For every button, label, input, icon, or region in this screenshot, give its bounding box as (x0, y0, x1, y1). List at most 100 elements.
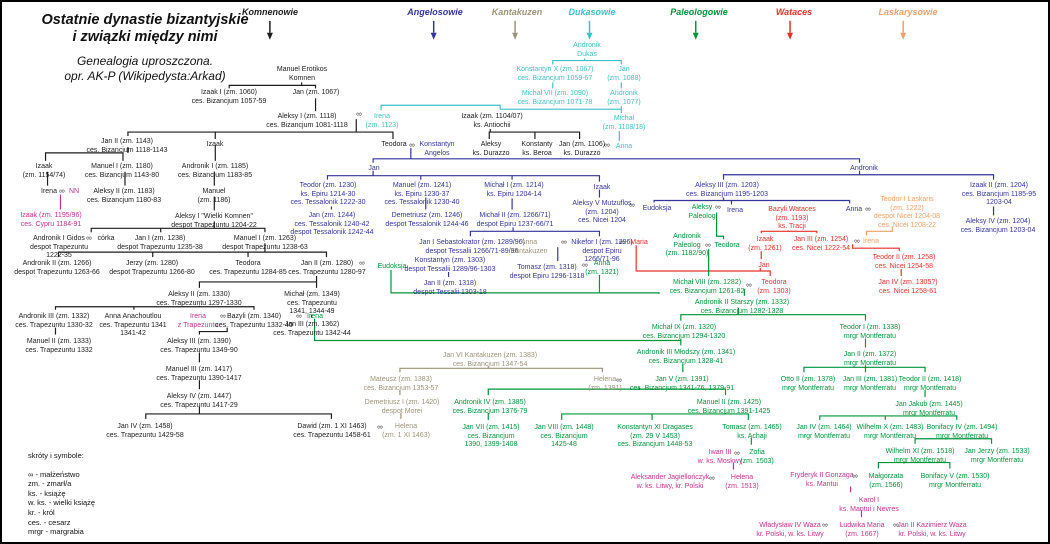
person-node: Andronik II Starszy (zm. 1332) ces. Bizan… (694, 299, 790, 315)
marriage-symbol: ∞ (377, 422, 383, 432)
person-node: Demetriusz I (zm. 1420) despot Morei (364, 399, 440, 415)
marriage-symbol: ∞ (705, 240, 711, 250)
tree-edge (760, 230, 818, 234)
marriage-symbol: ∞ (356, 109, 362, 119)
person-node: Jan II (zm. 1318) despot Tessalii 1303-18 (413, 280, 487, 296)
title-line-2: i związki między nimi (72, 29, 218, 45)
person-node: Jan IV (zm. 1464) mrgr Montferratu (796, 424, 852, 440)
person-node: Jan Jerzy (zm. 1533) mrgr Montferratu (964, 448, 1030, 464)
person-node: Aleksy I "Wielki Komnen" despot Trapezunt… (171, 213, 257, 229)
marriage-symbol: ∞ (715, 202, 721, 212)
person-node: Jan (758, 262, 770, 269)
tree-edge (803, 366, 926, 373)
person-node: Aleksy III (zm. 1203) ces. Bizancjum 1195… (686, 182, 768, 198)
person-node: Konstanty ks. Beroa (521, 141, 553, 157)
person-node: Jan (zm. 1088) (607, 66, 641, 82)
person-node: Andronik III (zm. 1332) ces. Trapezuntu 1… (15, 313, 93, 329)
person-node: Anna (zm. 1321) (585, 260, 619, 276)
person-node: Izaak (zm. 1195/96) ces. Cypru 1184-91 (20, 212, 82, 228)
arrow-down-icon (512, 32, 519, 40)
tree-edge (635, 245, 771, 276)
person-node: Izaak II (zm. 1204) ces. Bizancjum 1185-9… (961, 182, 1037, 206)
person-node: Izaak (zm. 1154/74) (22, 163, 66, 179)
person-node: Iwan III w. ks. Moskwy (697, 449, 743, 465)
person-node: Konstantyn X (zm. 1067) ces. Bizancjum 10… (516, 66, 594, 82)
arrow-down-icon (586, 32, 593, 40)
person-node: Aleksy II (zm. 1183) ces. Bizancjum 1180-… (86, 188, 162, 204)
person-node: NN (68, 188, 80, 195)
person-node: Izaak (206, 141, 224, 148)
person-node: Andronik I Gidos despot Trapezuntu 1222-35 (30, 235, 88, 259)
person-node: Fryderyk II Gonzaga ks. Mantui (790, 472, 854, 488)
person-node: Jan VII (zm. 1415) ces. Bizancjum 1390, 13… (462, 424, 520, 448)
person-node: Jan III (zm. 1381) mrgr Montferratu (842, 376, 898, 392)
legend-item: ks. - książę (28, 488, 66, 498)
person-node: Aleksy II (zm. 1330) ces. Trapezuntu 1297… (156, 291, 242, 307)
person-node: Jan (368, 165, 380, 172)
dynasty-header-paleologowie: Paleologowie (670, 7, 728, 17)
subtitle-line-2: opr. AK-P (Wikipedysta:Arkad) (64, 69, 226, 83)
person-node: Manuel (zm. 1186) (197, 188, 231, 204)
person-node: Michał I (zm. 1214) ks. Epiru 1204-14 (484, 182, 544, 198)
subtitle-line-1: Genealogia uproszczona. (76, 54, 214, 68)
person-node: Manuel II (zm. 1333) ces. Trapezuntu 1332 (25, 338, 93, 354)
legend-items: ∞ - małżeństwo zm. - zmarł/a ks. - książę w… (28, 470, 95, 537)
tree-edge (380, 104, 622, 111)
person-node: Michał VIII (zm. 1282) ces. Bizancjum 126… (669, 279, 745, 295)
tree-edge (198, 327, 228, 335)
person-node: Manuel II (zm. 1425) ces. Bizancjum 1391-… (687, 399, 771, 415)
person-node: Dawid (zm. 1 XI 1463) ces. Trapezuntu 145… (293, 423, 371, 439)
tree-edge (653, 199, 851, 204)
person-node: Teodor II (zm. 1418) mrgr Montferratu (898, 376, 962, 392)
person-node: Zofia (zm. 1503) (740, 449, 774, 465)
legend-item: zm. - zmarł/a (28, 479, 72, 489)
tree-edge (722, 174, 995, 180)
person-node: Teodora (714, 242, 740, 249)
tree-edge (326, 175, 601, 182)
marriage-symbol: ∞ (822, 520, 828, 530)
tree-edge (90, 227, 266, 233)
dynasty-header-dukasowie: Dukasowie (568, 7, 616, 17)
person-node: Manuel (zm. 1241) ks. Epiru 1230-37 ces. T… (384, 182, 460, 206)
person-node: Bonifacy IV (zm. 1494) mrgr Montferratu (926, 424, 998, 440)
person-node: Wilhelm X (zm. 1483) mrgr Montferratu (856, 424, 924, 440)
marriage-symbol: ∞ (561, 237, 567, 247)
tree-edge (390, 270, 660, 294)
legend-item: ∞ - małżeństwo (28, 469, 80, 479)
person-node: Irena (307, 313, 323, 320)
person-node: Teodor (zm. 1230) ks. Epiru 1214-30 ces. T… (290, 182, 366, 206)
marriage-symbol: ∞ (409, 140, 415, 150)
person-node: Andronik I (zm. 1185) ces. Bizancjum 1183… (177, 163, 253, 179)
person-node: Bonifacy V (zm. 1530) mrgr Montferratu (920, 473, 990, 489)
diagram-title: Ostatnie dynastie bizantyjskie i związki… (10, 12, 280, 46)
person-node: Anna Kantakuzen (510, 239, 548, 255)
person-node: Teodora (zm. 1303) (757, 279, 791, 295)
person-node: Helena (zm. 1513) (725, 474, 759, 490)
person-node: Jan IV (zm. 1305?) ces. Nicei 1258-61 (878, 279, 938, 295)
person-node: Jan I (zm. 1238) despot Trapezuntu 1235-3… (117, 235, 203, 251)
person-node: Jan Jakub (zm. 1445) mrgr Montferratu (895, 401, 963, 417)
person-node: Izaak (zm. 1261) (748, 236, 782, 252)
person-node: Teodora ces. Trapezuntu 1284-85 (209, 260, 287, 276)
person-node: Bazyli (zm. 1340) ces. Trapezuntu 1332-40 (215, 313, 293, 329)
person-node: Mateusz (zm. 1383) ces. Bizancjum 1353-57 (363, 376, 439, 392)
arrow-down-icon (692, 32, 699, 40)
tree-edge (372, 158, 861, 163)
person-node: Jan (zm. 1106) ks. Durazzo (558, 141, 606, 157)
marriage-symbol: ∞ (220, 311, 226, 321)
person-node: Irena (41, 188, 57, 195)
person-node: Helena (zm. 1 XI 1463) (382, 423, 430, 439)
person-node: Nikefor I (zm. 1296) despot Epiru 1266/71-… (571, 239, 633, 263)
marriage-symbol: ∞ (709, 473, 715, 483)
person-node: Aleksy ks. Durazzo (472, 141, 510, 157)
person-node: Jan I Sebastokrator (zm. 1289/96) despot … (419, 239, 525, 255)
person-node: Aleksy V Mutzuflos (zm. 1204) ces. Nicei 1… (572, 200, 632, 224)
person-node: Wilhelm XI (zm. 1518) mrgr Montferratu (885, 448, 955, 464)
legend-item: kr. - król (28, 507, 55, 517)
person-node: Konstantyn (zm. 1303) despot Tessalii 128… (404, 257, 496, 273)
person-node: Izaak (zm. 1104/07) ks. Antiochii (461, 113, 523, 129)
person-node: Jan VI Kantakuzen (zm. 1383) ces. Bizancj… (442, 352, 538, 368)
person-node: Michał VII (zm. 1090) ces. Bizancjum 1071… (517, 90, 593, 106)
person-node: Aleksy III (zm. 1390) ces. Trapezuntu 134… (160, 338, 238, 354)
